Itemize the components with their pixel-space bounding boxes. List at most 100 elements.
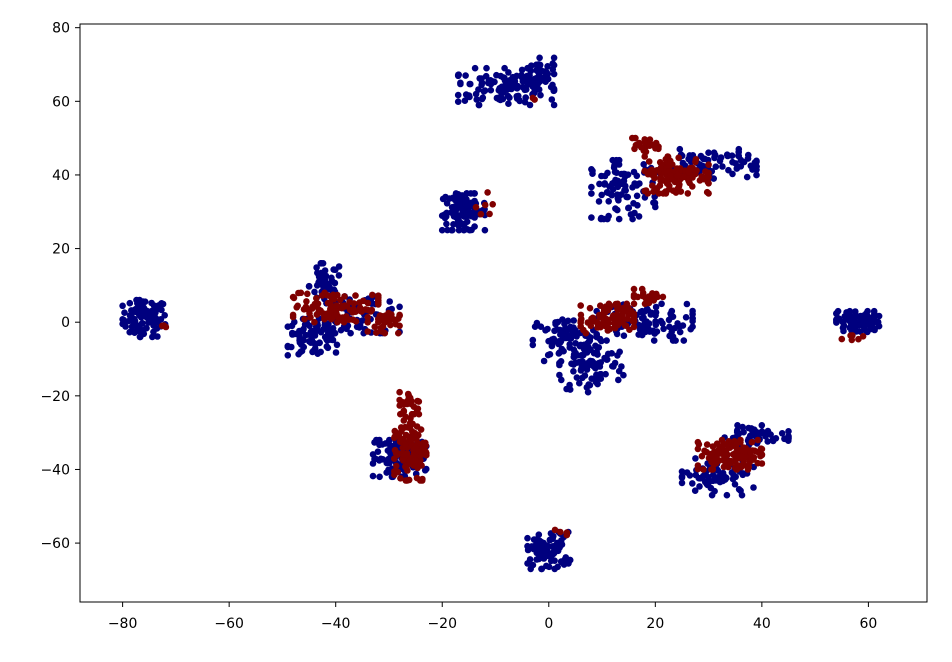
data-point [296,339,304,346]
data-point [524,534,531,542]
data-point [571,352,579,360]
data-point [395,315,402,323]
data-point [624,304,632,311]
data-point [535,76,542,83]
data-point [438,226,446,234]
data-point [594,351,601,358]
data-point [678,473,686,480]
x-tick-label: 20 [646,616,664,632]
data-point [304,290,311,298]
data-point [852,312,860,319]
data-point [391,427,399,435]
data-point [696,483,703,490]
data-point [395,329,402,337]
data-point [668,307,676,315]
data-point [557,528,564,536]
data-point [733,466,741,473]
data-point [605,198,612,205]
x-tick-label: 40 [753,616,771,632]
data-point [374,448,382,456]
data-point [510,75,518,82]
data-point [620,332,628,340]
data-point [577,302,584,309]
data-point [350,300,358,307]
data-point [665,316,673,324]
data-point [551,526,559,534]
data-point [657,174,665,182]
data-point [526,101,534,109]
data-point [371,439,378,446]
data-point [324,344,332,352]
data-point [588,183,595,191]
data-point [383,314,391,321]
data-point [703,441,711,448]
data-point [585,381,592,388]
data-point [329,336,337,344]
data-point [150,302,158,309]
data-point [332,266,339,274]
data-point [483,64,490,72]
data-point [745,463,753,471]
data-point [538,539,546,546]
data-point [396,303,403,311]
data-point [666,323,673,331]
data-point [473,96,481,103]
data-point [441,214,449,222]
data-point [364,314,372,321]
data-point [678,468,686,475]
data-point [710,149,718,156]
data-point [587,322,595,330]
data-point [874,319,882,326]
data-point [160,322,168,329]
data-point [686,179,693,187]
data-point [600,215,608,223]
data-point [749,166,756,173]
data-point [689,174,696,181]
data-point [323,291,331,299]
data-point [659,190,667,197]
data-point [291,330,299,338]
data-point [362,306,369,313]
data-point [555,338,563,345]
data-point [120,316,128,324]
data-point [729,475,737,483]
data-point [392,320,400,328]
data-point [129,327,137,335]
data-point [549,81,556,89]
data-point [719,441,727,449]
data-point [589,358,596,365]
data-point [352,292,359,299]
data-point [151,314,159,321]
data-point [870,307,878,315]
data-point [412,457,419,464]
data-point [376,441,383,449]
data-point [652,303,660,311]
data-point [551,327,558,335]
data-point [701,447,708,455]
data-point [646,328,653,335]
data-point [527,565,534,573]
data-point [154,333,161,340]
data-point [652,318,659,325]
data-point [568,360,575,368]
data-point [572,340,579,347]
x-tick-label: 0 [544,616,553,632]
data-point [396,438,404,446]
data-point [567,323,574,331]
data-point [364,319,372,326]
data-point [561,325,569,332]
data-point [313,264,320,271]
data-point [643,305,651,313]
data-point [725,460,732,467]
data-point [406,457,413,465]
data-point [311,288,318,296]
data-point [711,154,718,162]
data-point [421,467,429,474]
data-point [641,167,648,175]
data-point [554,547,562,555]
data-point [694,462,702,469]
data-point [316,273,323,280]
data-point [595,359,603,367]
data-point [864,307,871,315]
data-point [327,286,335,294]
